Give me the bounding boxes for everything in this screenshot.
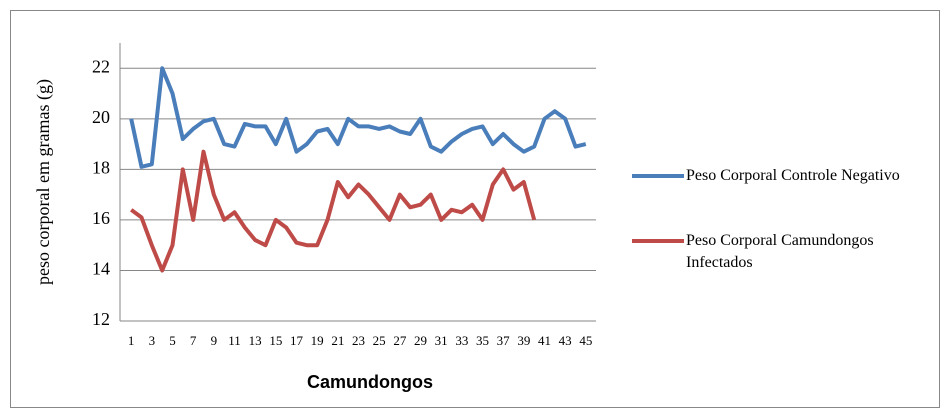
x-tick-label: 35 xyxy=(476,333,489,348)
x-tick-label: 5 xyxy=(169,333,176,348)
y-tick-label: 16 xyxy=(92,208,110,228)
x-tick-label: 43 xyxy=(559,333,572,348)
x-tick-label: 45 xyxy=(579,333,592,348)
x-tick-label: 27 xyxy=(393,333,407,348)
x-tick-label: 19 xyxy=(311,333,324,348)
x-tick-label: 23 xyxy=(352,333,365,348)
x-tick-label: 21 xyxy=(331,333,344,348)
y-tick-label: 18 xyxy=(92,157,110,177)
x-tick-label: 29 xyxy=(414,333,427,348)
x-tick-label: 41 xyxy=(538,333,551,348)
x-tick-label: 17 xyxy=(290,333,304,348)
x-axis-label: Camundongos xyxy=(307,372,433,392)
x-tick-label: 25 xyxy=(373,333,386,348)
x-tick-label: 9 xyxy=(211,333,218,348)
x-tick-label: 13 xyxy=(249,333,262,348)
x-tick-label: 15 xyxy=(269,333,282,348)
x-tick-label: 33 xyxy=(455,333,468,348)
x-tick-label: 37 xyxy=(497,333,511,348)
y-tick-label: 22 xyxy=(92,56,110,76)
series-line xyxy=(130,149,537,273)
x-tick-label: 1 xyxy=(128,333,135,348)
x-tick-label: 39 xyxy=(517,333,530,348)
y-axis-label: peso corporal em gramas (g) xyxy=(33,79,54,285)
x-tick-label: 3 xyxy=(149,333,156,348)
legend-label: Peso Corporal Controle Negativo xyxy=(686,167,900,184)
legend-label: Peso Corporal Camundongos Infectados xyxy=(686,232,874,271)
x-tick-label: 11 xyxy=(228,333,241,348)
y-tick-label: 12 xyxy=(92,309,110,329)
chart-border xyxy=(10,10,940,408)
series-line xyxy=(129,66,587,169)
y-tick-label: 14 xyxy=(92,259,110,279)
x-tick-label: 31 xyxy=(435,333,448,348)
y-tick-label: 20 xyxy=(92,107,110,127)
x-tick-label: 7 xyxy=(190,333,197,348)
